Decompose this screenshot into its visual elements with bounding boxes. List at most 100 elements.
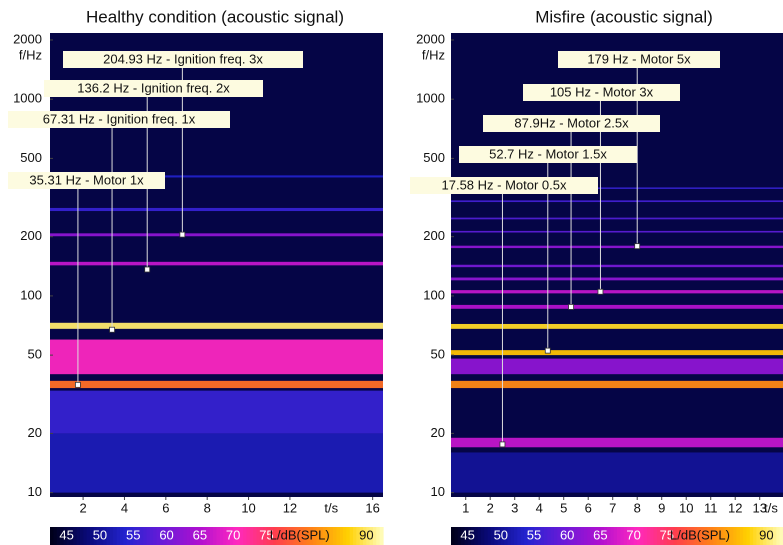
- x-tick-label: 6: [162, 500, 169, 515]
- colorbar-cell: [587, 527, 592, 545]
- colorbar-cell: [359, 527, 364, 545]
- x-tick-label: 9: [658, 500, 665, 515]
- colorbar-cell: [243, 527, 248, 545]
- annotation-marker: [568, 304, 574, 310]
- x-tick-label: 4: [536, 500, 543, 515]
- colorbar-cell: [583, 527, 588, 545]
- annotation-marker: [179, 231, 186, 238]
- colorbar-cell: [497, 527, 502, 545]
- y-tick-label: 10: [431, 484, 445, 499]
- colorbar-cell: [690, 527, 694, 545]
- colorbar-cell: [676, 527, 681, 545]
- x-tick-label: 2: [79, 500, 86, 515]
- annotation-label: 17.58 Hz - Motor 0.5x: [442, 177, 567, 192]
- colorbar-cell: [600, 527, 605, 545]
- x-tick-label: 3: [511, 500, 518, 515]
- colorbar-tick-label: 50: [494, 527, 508, 542]
- colorbar-cell: [313, 527, 317, 545]
- colorbar-cell: [713, 527, 718, 545]
- colorbar-cell: [103, 527, 108, 545]
- colorbar-cell: [159, 527, 164, 545]
- colorbar-cell: [726, 527, 731, 545]
- colorbar-cell: [759, 527, 764, 545]
- colorbar-cell: [299, 527, 304, 545]
- colorbar-cell: [630, 527, 635, 545]
- x-tick-label: 7: [609, 500, 616, 515]
- colorbar-cell: [306, 527, 311, 545]
- spectral-band: [451, 245, 783, 249]
- colorbar-cell: [700, 527, 704, 545]
- colorbar-cell: [573, 527, 578, 545]
- colorbar-cell: [537, 527, 542, 545]
- colorbar-cell: [296, 527, 301, 545]
- x-axis-label: t/s: [324, 500, 338, 515]
- colorbar-cell: [63, 527, 68, 545]
- colorbar-cell: [339, 527, 344, 545]
- annotation-marker: [499, 441, 506, 448]
- x-tick-label: 1: [462, 500, 469, 515]
- y-tick-label: 500: [423, 150, 445, 165]
- colorbar-cell: [610, 527, 615, 545]
- annotation-label: 35.31 Hz - Motor 1x: [29, 172, 144, 187]
- spectral-band: [451, 230, 783, 233]
- y-tick-label: 200: [423, 228, 445, 243]
- colorbar-cell: [219, 527, 224, 545]
- colorbar-cell: [514, 527, 518, 545]
- colorbar-cell: [216, 527, 221, 545]
- colorbar-cell: [766, 527, 771, 545]
- colorbar-cell: [640, 527, 645, 545]
- x-tick-label: 2: [487, 500, 494, 515]
- colorbar-cell: [636, 527, 641, 545]
- colorbar-cell: [369, 527, 374, 545]
- colorbar-tick-label: 75: [660, 527, 674, 542]
- x-tick-label: 12: [283, 500, 297, 515]
- colorbar-cell: [753, 527, 758, 545]
- colorbar-cell: [477, 527, 482, 545]
- colorbar-cell: [179, 527, 184, 545]
- colorbar-cell: [494, 527, 499, 545]
- colorbar-cell: [540, 527, 545, 545]
- colorbar-cell: [746, 527, 751, 545]
- colorbar-cell: [113, 527, 118, 545]
- colorbar-cell: [89, 527, 94, 545]
- colorbar-cell: [253, 527, 258, 545]
- annotation-label: 136.2 Hz - Ignition freq. 2x: [77, 80, 230, 95]
- colorbar-cell: [286, 527, 291, 545]
- colorbar-cell: [530, 527, 535, 545]
- colorbar-cell: [259, 527, 264, 545]
- colorbar-cell: [109, 527, 114, 545]
- colorbar-tick-label: 50: [93, 527, 107, 542]
- colorbar-cell: [534, 527, 538, 545]
- spectral-band: [451, 323, 783, 329]
- y-tick-label: 50: [431, 347, 445, 362]
- x-tick-label: 5: [560, 500, 567, 515]
- x-tick-label: 10: [241, 500, 255, 515]
- colorbar-cell: [173, 527, 178, 545]
- colorbar-cell: [719, 527, 724, 545]
- x-tick-label: 16: [365, 500, 379, 515]
- colorbar-cell: [696, 527, 701, 545]
- colorbar-cell: [736, 527, 741, 545]
- chart-title: Healthy condition (acoustic signal): [86, 7, 344, 26]
- colorbar-cell: [550, 527, 555, 545]
- spectral-band: [50, 380, 383, 389]
- colorbar-cell: [527, 527, 532, 545]
- colorbar-cell: [206, 527, 211, 545]
- colorbar-cell: [116, 527, 121, 545]
- y-tick-label: 1000: [13, 91, 42, 106]
- colorbar-cell: [607, 527, 611, 545]
- y-tick-label: 100: [20, 287, 42, 302]
- colorbar-tick-label: 70: [626, 527, 640, 542]
- colorbar-cell: [239, 527, 244, 545]
- annotation-label: 105 Hz - Motor 3x: [550, 84, 654, 99]
- colorbar-tick-label: 55: [126, 527, 140, 542]
- colorbar-tick-label: 45: [59, 527, 73, 542]
- y-tick-label: 50: [28, 347, 42, 362]
- x-tick-label: 8: [634, 500, 641, 515]
- colorbar-cell: [626, 527, 631, 545]
- colorbar-cell: [656, 527, 661, 545]
- colorbar-cell: [199, 527, 204, 545]
- colorbar-cell: [779, 527, 783, 545]
- annotation-box: [8, 172, 165, 189]
- annotation-box: [483, 115, 660, 132]
